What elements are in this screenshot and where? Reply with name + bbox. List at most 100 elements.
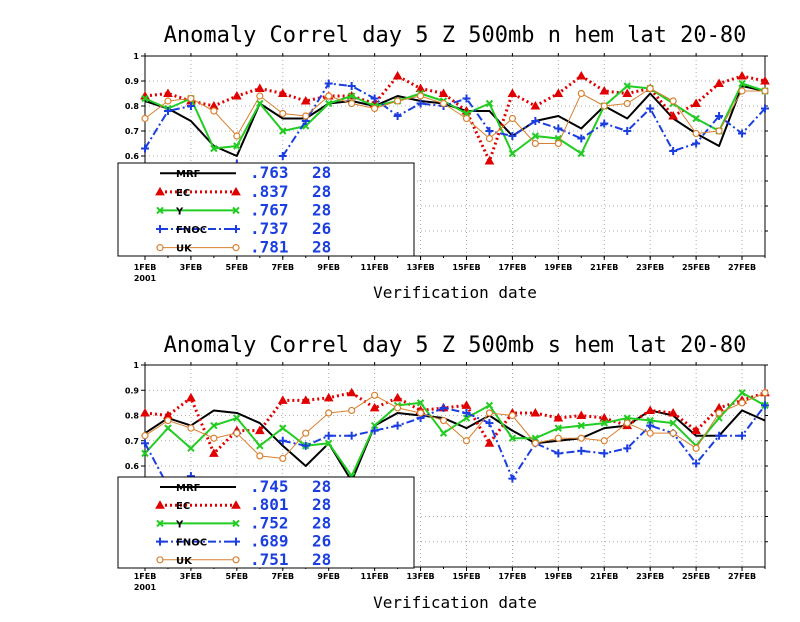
- data-point: [623, 444, 632, 453]
- x-tick-label: 19FEB: [544, 263, 572, 272]
- data-point: [254, 425, 265, 435]
- x-tick-label: 25FEB: [682, 263, 710, 272]
- data-point: [623, 419, 631, 427]
- legend-count: 28: [312, 182, 331, 201]
- data-point: [531, 439, 539, 447]
- data-point: [210, 144, 218, 153]
- data-point: [646, 416, 654, 425]
- data-point: [600, 419, 608, 427]
- legend-mean: .781: [250, 238, 289, 257]
- legend-mean: .751: [250, 550, 289, 569]
- data-point: [438, 88, 449, 97]
- data-point: [210, 434, 218, 442]
- data-point: [692, 114, 700, 123]
- data-point: [141, 449, 149, 458]
- data-point: [393, 404, 402, 412]
- y-tick-label: 0.9: [125, 77, 140, 86]
- data-point: [256, 92, 264, 100]
- x-tick-label: 21FEB: [590, 263, 618, 272]
- data-point: [439, 403, 448, 412]
- data-point: [553, 413, 564, 422]
- data-point: [347, 431, 356, 440]
- data-point: [508, 474, 517, 483]
- data-point: [530, 100, 541, 110]
- legend-mean: .737: [250, 219, 289, 238]
- data-point: [348, 99, 356, 108]
- data-point: [554, 434, 562, 442]
- data-point: [691, 425, 701, 435]
- data-point: [346, 387, 357, 397]
- data-point: [761, 401, 769, 410]
- data-point: [622, 88, 633, 97]
- data-point: [508, 149, 517, 158]
- data-point: [668, 407, 679, 417]
- x-tick-label: 21FEB: [590, 572, 618, 581]
- legend: MRF .763 28 EC .837 28 Y .767 28 FNOC .737 26 UK .781…: [117, 162, 415, 257]
- series-mrf: [144, 409, 766, 483]
- data-point: [164, 97, 172, 105]
- legend-marker: [156, 537, 164, 546]
- legend-marker: [156, 225, 164, 234]
- data-point: [348, 406, 356, 415]
- data-point: [141, 144, 149, 153]
- legend-marker: [232, 206, 240, 215]
- data-point: [577, 446, 586, 455]
- data-point: [462, 414, 471, 422]
- legend-mean: .689: [250, 532, 289, 551]
- data-point: [278, 436, 287, 445]
- data-point: [163, 107, 172, 115]
- data-point: [508, 411, 517, 420]
- data-point: [715, 409, 723, 417]
- x-tick-label: 25FEB: [682, 572, 710, 581]
- data-point: [531, 117, 540, 125]
- x-axis-label: Verification date: [373, 283, 537, 302]
- legend-name: Y: [175, 519, 184, 530]
- data-point: [484, 438, 495, 447]
- legend-name: EC: [176, 501, 190, 512]
- data-point: [163, 88, 173, 97]
- legend-marker: [232, 244, 240, 252]
- data-point: [393, 97, 402, 105]
- data-point: [141, 432, 149, 440]
- legend-name: MRF: [176, 483, 200, 494]
- legend-mean: .837: [250, 182, 289, 201]
- x-tick-sublabel: 2001: [134, 274, 157, 283]
- data-point: [668, 110, 679, 120]
- data-point: [715, 431, 724, 440]
- x-tick-label: 3FEB: [180, 263, 203, 272]
- data-point: [508, 434, 517, 442]
- data-point: [187, 424, 195, 432]
- data-point: [576, 410, 587, 419]
- data-point: [531, 132, 540, 140]
- data-point: [599, 413, 610, 422]
- data-point: [646, 84, 654, 93]
- data-point: [416, 92, 425, 100]
- x-tick-label: 15FEB: [452, 572, 480, 581]
- chart-title: Anomaly Correl day 5 Z 500mb s hem lat 2…: [164, 333, 747, 358]
- x-tick-label: 7FEB: [271, 572, 294, 581]
- data-point: [279, 109, 287, 118]
- data-point: [507, 88, 518, 97]
- data-point: [692, 459, 701, 468]
- legend-marker: [156, 244, 164, 252]
- data-point: [279, 424, 287, 432]
- legend-count: 28: [312, 238, 331, 257]
- data-point: [669, 419, 677, 427]
- data-point: [279, 454, 287, 463]
- data-point: [254, 83, 265, 92]
- data-point: [600, 119, 609, 128]
- legend-count: 28: [312, 495, 331, 514]
- legend-marker: [232, 556, 240, 564]
- series-uk: [141, 389, 769, 463]
- data-point: [646, 104, 655, 113]
- x-tick-label: 9FEB: [317, 572, 340, 581]
- data-point: [210, 421, 218, 430]
- data-point: [233, 132, 241, 140]
- x-tick-label: 5FEB: [226, 572, 249, 581]
- series-fnoc: [141, 79, 769, 168]
- legend-mean: .767: [250, 200, 289, 219]
- legend-count: 28: [312, 513, 331, 532]
- x-tick-label: 13FEB: [406, 572, 434, 581]
- data-point: [371, 391, 379, 399]
- data-point: [233, 429, 241, 437]
